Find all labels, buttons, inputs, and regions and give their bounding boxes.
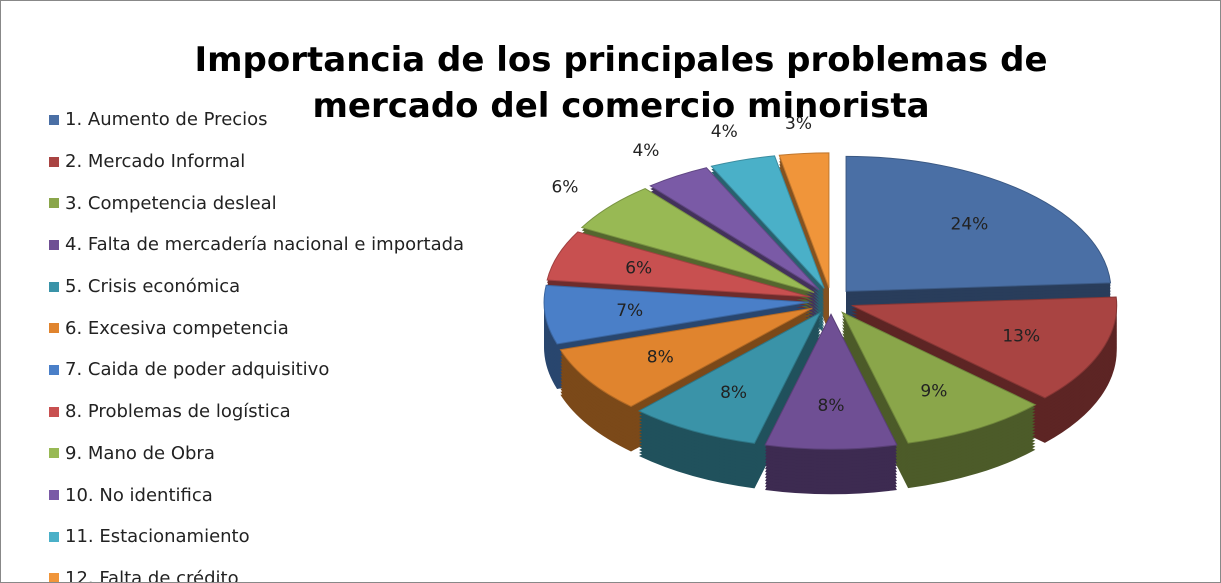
legend-item: 4. Falta de mercadería nacional e import… <box>49 224 464 266</box>
slice <box>580 188 815 294</box>
legend-label: 10. No identifica <box>65 484 213 506</box>
chart-title: Importancia de los principales problemas… <box>194 40 1048 126</box>
legend-swatch <box>49 573 59 582</box>
data-label: 8% <box>720 383 747 403</box>
data-label: 7% <box>616 301 643 321</box>
legend-item: 11. Estacionamiento <box>49 516 464 558</box>
slice <box>778 152 830 289</box>
legend-swatch <box>49 198 59 209</box>
data-label: 13% <box>1002 327 1040 347</box>
legend-item: 5. Crisis económica <box>49 266 464 308</box>
legend: 1. Aumento de Precios 2. Mercado Informal… <box>49 99 464 583</box>
legend-item: 1. Aumento de Precios <box>49 99 464 141</box>
data-label: 4% <box>711 122 738 142</box>
legend-swatch <box>49 490 59 501</box>
slice <box>543 284 810 345</box>
legend-swatch <box>49 114 59 125</box>
legend-swatch <box>49 364 59 375</box>
slice <box>841 311 1037 444</box>
data-label: 3% <box>785 114 812 134</box>
data-label: 8% <box>647 347 674 367</box>
legend-item: 3. Competencia desleal <box>49 182 464 224</box>
legend-label: 4. Falta de mercadería nacional e import… <box>65 234 465 256</box>
data-label: 9% <box>920 381 947 401</box>
slice <box>710 155 825 289</box>
legend-label: 5. Crisis económica <box>65 276 241 298</box>
legend-label: 1. Aumento de Precios <box>65 109 268 131</box>
legend-item: 2. Mercado Informal <box>49 141 464 183</box>
slice <box>546 231 811 298</box>
legend-swatch <box>49 156 59 167</box>
legend-label: 6. Excesiva competencia <box>65 317 289 339</box>
slice <box>845 155 1112 292</box>
legend-item: 6. Excesiva competencia <box>49 307 464 349</box>
legend-swatch <box>49 323 59 334</box>
legend-item: 10. No identifica <box>49 474 464 516</box>
legend-swatch <box>49 281 59 292</box>
legend-label: 2. Mercado Informal <box>65 151 246 173</box>
legend-label: 12. Falta de crédito <box>65 567 239 583</box>
slice <box>637 311 822 444</box>
slice <box>559 307 813 408</box>
legend-label: 9. Mano de Obra <box>65 442 215 464</box>
legend-item: 12. Falta de crédito <box>49 558 464 583</box>
legend-item: 7. Caida de poder adquisitivo <box>49 349 464 391</box>
slice <box>649 167 820 291</box>
data-label: 4% <box>632 141 659 161</box>
data-label: 6% <box>551 178 578 198</box>
legend-swatch <box>49 406 59 417</box>
data-label: 8% <box>818 396 845 416</box>
legend-label: 3. Competencia desleal <box>65 192 277 214</box>
slice <box>851 296 1118 399</box>
legend-swatch <box>49 448 59 459</box>
legend-swatch <box>49 239 59 250</box>
slice <box>764 313 898 450</box>
legend-item: 9. Mano de Obra <box>49 433 464 475</box>
legend-swatch <box>49 531 59 542</box>
legend-label: 7. Caida de poder adquisitivo <box>65 359 330 381</box>
legend-item: 8. Problemas de logística <box>49 391 464 433</box>
legend-label: 11. Estacionamiento <box>65 526 250 548</box>
data-label: 6% <box>625 259 652 279</box>
data-label: 24% <box>951 214 989 234</box>
legend-label: 8. Problemas de logística <box>65 401 291 423</box>
